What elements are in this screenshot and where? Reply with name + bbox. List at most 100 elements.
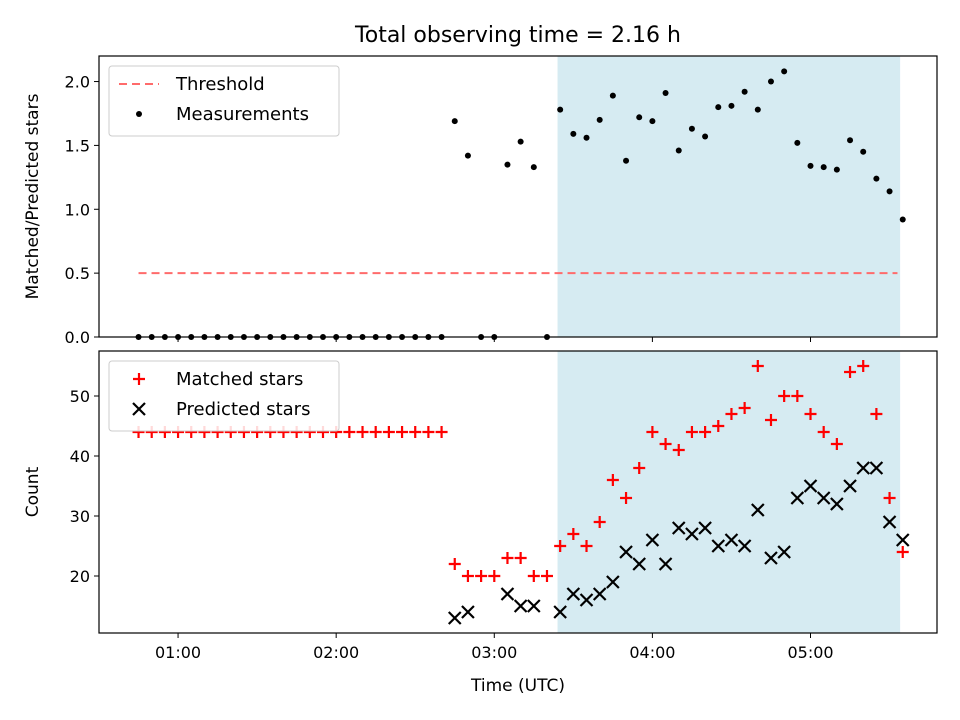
predicted-stars-point xyxy=(803,479,818,493)
predicted-stars-point xyxy=(513,599,528,613)
bottom-panel-legend: Matched stars Predicted stars xyxy=(108,360,340,432)
predicted-stars-point xyxy=(606,575,620,589)
measurements-point xyxy=(715,104,722,111)
predicted-stars-point xyxy=(579,593,594,607)
top-panel-marks xyxy=(135,68,906,340)
measurements-point xyxy=(557,106,564,113)
predicted-stars-point xyxy=(790,491,805,505)
measurements-point xyxy=(794,139,801,146)
predicted-stars-point xyxy=(461,605,475,619)
legend-label: Matched stars xyxy=(176,369,303,390)
legend-marker xyxy=(133,373,145,385)
matched-stars-point xyxy=(606,474,619,486)
matched-stars-point xyxy=(461,570,474,582)
measurements-point xyxy=(833,166,840,173)
chart-title: Total observing time = 2.16 h xyxy=(354,23,681,48)
measurements-point xyxy=(662,90,669,97)
measurements-point xyxy=(754,106,761,113)
matched-stars-point xyxy=(435,426,448,438)
matched-stars-point xyxy=(725,408,738,420)
bottom-panel-frame xyxy=(98,350,938,634)
measurements-point xyxy=(623,157,630,164)
y-tick-label: 30 xyxy=(70,507,90,526)
matched-stars-point xyxy=(501,552,514,564)
top-panel-y-axis-label: Matched/Predicted stars xyxy=(23,93,43,299)
matched-stars-point xyxy=(396,426,409,438)
y-tick-label: 1.5 xyxy=(65,136,90,155)
predicted-stars-point xyxy=(671,521,686,535)
matched-stars-point xyxy=(685,426,698,438)
predicted-stars-point xyxy=(592,587,607,601)
measurements-point xyxy=(451,118,458,125)
measurements-point xyxy=(688,125,695,132)
predicted-stars-point xyxy=(527,599,541,613)
matched-stars-point xyxy=(646,426,659,438)
predicted-stars-point xyxy=(632,557,646,571)
y-tick-label: 2.0 xyxy=(65,73,90,92)
legend-box xyxy=(108,65,340,137)
y-tick-label: 0.5 xyxy=(65,264,90,283)
top-panel-x-ticks xyxy=(177,337,812,342)
matched-stars-point xyxy=(883,492,896,504)
predicted-stars-point xyxy=(447,611,462,625)
x-axis-label: Time (UTC) xyxy=(470,676,565,696)
matched-stars-point xyxy=(580,540,593,552)
predicted-stars-point xyxy=(777,545,791,559)
predicted-stars-point xyxy=(500,587,515,601)
predicted-stars-point xyxy=(830,497,844,511)
top-panel: 0.00.51.01.52.0 Matched/Predicted stars … xyxy=(23,55,938,347)
top-panel-legend: Threshold Measurements xyxy=(108,65,340,137)
matched-stars-point xyxy=(738,402,751,414)
measurements-point xyxy=(464,152,471,159)
bottom-panel-y-axis-label: Count xyxy=(23,466,43,517)
matched-stars-point xyxy=(896,546,909,558)
y-tick-label: 20 xyxy=(70,567,90,586)
legend-marker xyxy=(136,111,142,117)
top-panel-frame xyxy=(98,55,938,338)
measurements-point xyxy=(504,161,511,168)
y-tick-label: 50 xyxy=(70,387,90,406)
predicted-stars-point xyxy=(711,539,726,553)
legend-marker xyxy=(132,402,146,416)
predicted-stars-point xyxy=(856,461,870,475)
measurements-point xyxy=(649,118,656,125)
matched-stars-point xyxy=(870,408,883,420)
measurements-point xyxy=(781,68,788,75)
matched-stars-point xyxy=(751,360,764,372)
matched-stars-point xyxy=(540,570,553,582)
measurements-point xyxy=(517,138,524,145)
measurements-point xyxy=(847,137,854,144)
bottom-panel-x-ticks: 01:00 02:00 03:00 04:00 05:00 xyxy=(155,633,834,662)
measurements-point xyxy=(636,114,643,121)
measurements-point xyxy=(741,88,748,95)
matched-stars-point xyxy=(343,426,356,438)
predicted-stars-point xyxy=(869,461,884,475)
predicted-stars-point xyxy=(658,557,673,571)
matched-stars-point xyxy=(857,360,870,372)
predicted-stars-point xyxy=(816,491,831,505)
matched-stars-point xyxy=(514,552,527,564)
measurements-point xyxy=(702,133,709,140)
predicted-stars-point xyxy=(764,551,778,565)
predicted-stars-point xyxy=(895,533,910,547)
matched-stars-point xyxy=(844,366,857,378)
measurements-point xyxy=(570,130,577,137)
matched-stars-point xyxy=(356,426,369,438)
measurements-point xyxy=(873,175,880,182)
legend-label: Predicted stars xyxy=(176,399,310,420)
measurements-point xyxy=(767,78,774,85)
matched-stars-point xyxy=(620,492,633,504)
predicted-stars-point xyxy=(619,545,633,559)
matched-stars-point xyxy=(567,528,580,540)
measurements-point xyxy=(807,162,814,169)
matched-stars-point xyxy=(475,570,488,582)
matched-stars-point xyxy=(817,426,830,438)
matched-stars-point xyxy=(672,444,685,456)
bottom-panel: 20 30 40 50 01:00 02:00 03:00 04:00 05:00 Count… xyxy=(23,350,938,662)
matched-stars-point xyxy=(382,426,395,438)
predicted-stars-point xyxy=(553,605,567,619)
measurements-point xyxy=(675,147,682,154)
matched-stars-point xyxy=(764,414,777,426)
matched-stars-point xyxy=(448,558,461,570)
